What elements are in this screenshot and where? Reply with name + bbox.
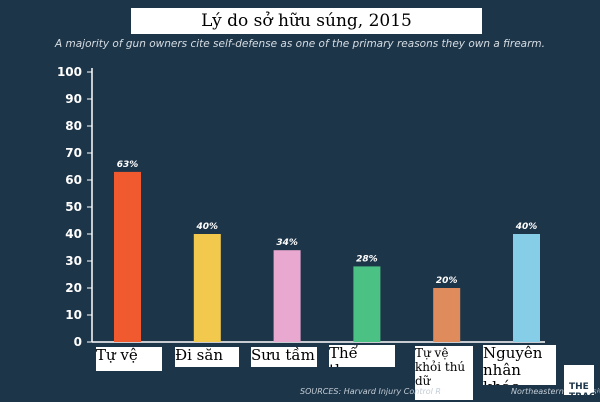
category-label: Đi săn (175, 347, 239, 367)
y-tick-label: 60 (65, 173, 82, 187)
chart-subtitle: A majority of gun owners cite self-defen… (55, 38, 545, 50)
y-tick-label: 0 (74, 335, 82, 349)
y-tick-label: 100 (57, 65, 82, 79)
bar (114, 171, 141, 342)
y-tick-label: 20 (65, 281, 82, 295)
bar-value-label: 28% (356, 254, 378, 264)
category-label: Nguyên nhân khác (483, 345, 556, 385)
category-label: Tự vệ (96, 347, 162, 371)
y-tick-label: 80 (65, 119, 82, 133)
bar-value-label: 20% (436, 276, 458, 286)
chart-title-box: Lý do sở hữu súng, 2015 (131, 8, 482, 34)
bar-value-label: 63% (117, 160, 139, 170)
brand-logo: THE TRACE (564, 365, 600, 402)
source-text-right: Northeastern University (510, 387, 600, 396)
y-tick-label: 90 (65, 92, 82, 106)
bar (273, 250, 301, 342)
category-label: Thể thao (329, 345, 395, 367)
category-label: Sưu tầm (251, 347, 317, 367)
category-label: Tự vệ khỏi thú dữ (415, 346, 473, 400)
y-tick-label: 10 (65, 308, 82, 322)
bar (193, 234, 221, 342)
bar (353, 266, 381, 342)
source-note: SOURCES: Harvard Injury Control R Northea… (300, 387, 600, 396)
y-tick-label: 70 (65, 146, 82, 160)
y-tick-label: 40 (65, 227, 82, 241)
source-text-left: SOURCES: Harvard Injury Control R (300, 387, 441, 396)
y-tick-label: 30 (65, 254, 82, 268)
y-tick-label: 50 (65, 200, 82, 214)
bar (433, 288, 461, 342)
chart-title: Lý do sở hữu súng, 2015 (201, 11, 412, 31)
brand-text: THE TRACE (569, 382, 600, 402)
bar-value-label: 40% (196, 222, 219, 232)
bar-value-label: 34% (276, 238, 298, 248)
bar (513, 234, 540, 342)
bar-value-label: 40% (515, 222, 538, 232)
